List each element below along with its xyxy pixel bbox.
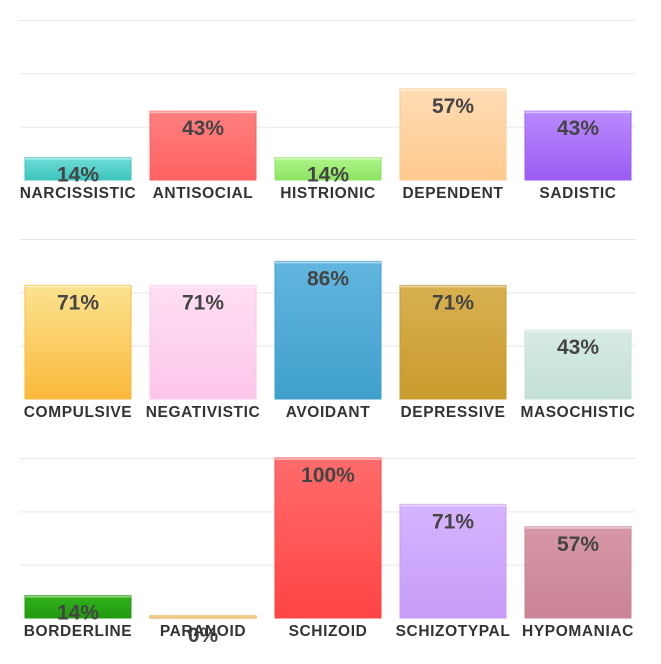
bar-negativistic (149, 284, 257, 400)
bar-highlight-paranoid (150, 616, 256, 618)
bar-highlight-avoidant (275, 261, 381, 264)
bar-hypomaniac (524, 526, 632, 619)
value-label-borderline: 14% (57, 602, 99, 625)
bar-narcissistic (24, 157, 132, 181)
category-label-histrionic: HISTRIONIC (280, 185, 376, 202)
category-label-antisocial: ANTISOCIAL (153, 185, 254, 202)
bar-histrionic (274, 157, 382, 181)
category-label-sadistic: SADISTIC (539, 185, 616, 202)
value-label-dependent: 57% (432, 95, 474, 118)
category-label-masochistic: MASOCHISTIC (520, 404, 635, 421)
bar-depressive (399, 284, 507, 400)
bar-borderline (24, 595, 132, 619)
category-label-depressive: DEPRESSIVE (400, 404, 505, 421)
category-label-borderline: BORDERLINE (24, 623, 132, 640)
bar-masochistic (524, 329, 632, 400)
bar-highlight-masochistic (525, 330, 631, 333)
value-label-depressive: 71% (432, 291, 474, 314)
value-label-paranoid: 0% (188, 624, 219, 647)
bar-sadistic (524, 110, 632, 181)
chart-panel-2: 71% COMPULSIVE 71% NEGATIVISTIC 86% AVOIDANT 7… (20, 239, 635, 421)
bar-highlight-borderline (25, 595, 131, 598)
bar-highlight-compulsive (25, 285, 131, 288)
bar-highlight-dependent (400, 88, 506, 91)
bar-schizotypal (399, 503, 507, 619)
bar-compulsive (24, 284, 132, 400)
category-label-schizotypal: SCHIZOTYPAL (396, 623, 511, 640)
value-label-compulsive: 71% (57, 291, 99, 314)
bar-highlight-negativistic (150, 285, 256, 288)
value-label-sadistic: 43% (557, 117, 599, 140)
category-label-narcissistic: NARCISSISTIC (20, 185, 137, 202)
bar-highlight-schizoid (275, 458, 381, 460)
value-label-schizotypal: 71% (432, 510, 474, 533)
value-label-antisocial: 43% (182, 117, 224, 140)
bar-antisocial (149, 110, 257, 181)
value-label-hypomaniac: 57% (557, 533, 599, 556)
category-label-hypomaniac: HYPOMANIAC (522, 623, 634, 640)
value-label-schizoid: 100% (301, 464, 355, 487)
value-label-avoidant: 86% (307, 267, 349, 290)
bar-paranoid (149, 615, 257, 619)
bar-schizoid (274, 457, 382, 619)
bar-highlight-depressive (400, 285, 506, 288)
value-label-negativistic: 71% (182, 291, 224, 314)
chart-panel-3: 14%BORDERLINE 0%PARANOID 100% SCHIZOID 71% SC… (20, 457, 635, 647)
category-label-paranoid: PARANOID (160, 623, 246, 640)
category-label-avoidant: AVOIDANT (286, 404, 371, 421)
bar-highlight-hypomaniac (525, 526, 631, 529)
bar-highlight-antisocial (150, 111, 256, 114)
value-label-narcissistic: 14% (57, 164, 99, 187)
category-label-schizoid: SCHIZOID (289, 623, 368, 640)
bar-highlight-narcissistic (25, 157, 131, 160)
chart-panel-1: 14%NARCISSISTIC43%ANTISOCIAL14%HISTRIONI… (20, 20, 635, 202)
value-label-masochistic: 43% (557, 336, 599, 359)
value-label-histrionic: 14% (307, 164, 349, 187)
bar-highlight-histrionic (275, 157, 381, 160)
bar-avoidant (274, 260, 382, 400)
category-label-negativistic: NEGATIVISTIC (146, 404, 261, 421)
bar-dependent (399, 88, 507, 181)
bar-highlight-schizotypal (400, 504, 506, 507)
bar-highlight-sadistic (525, 111, 631, 114)
category-label-compulsive: COMPULSIVE (24, 404, 132, 421)
category-label-dependent: DEPENDENT (403, 185, 504, 202)
